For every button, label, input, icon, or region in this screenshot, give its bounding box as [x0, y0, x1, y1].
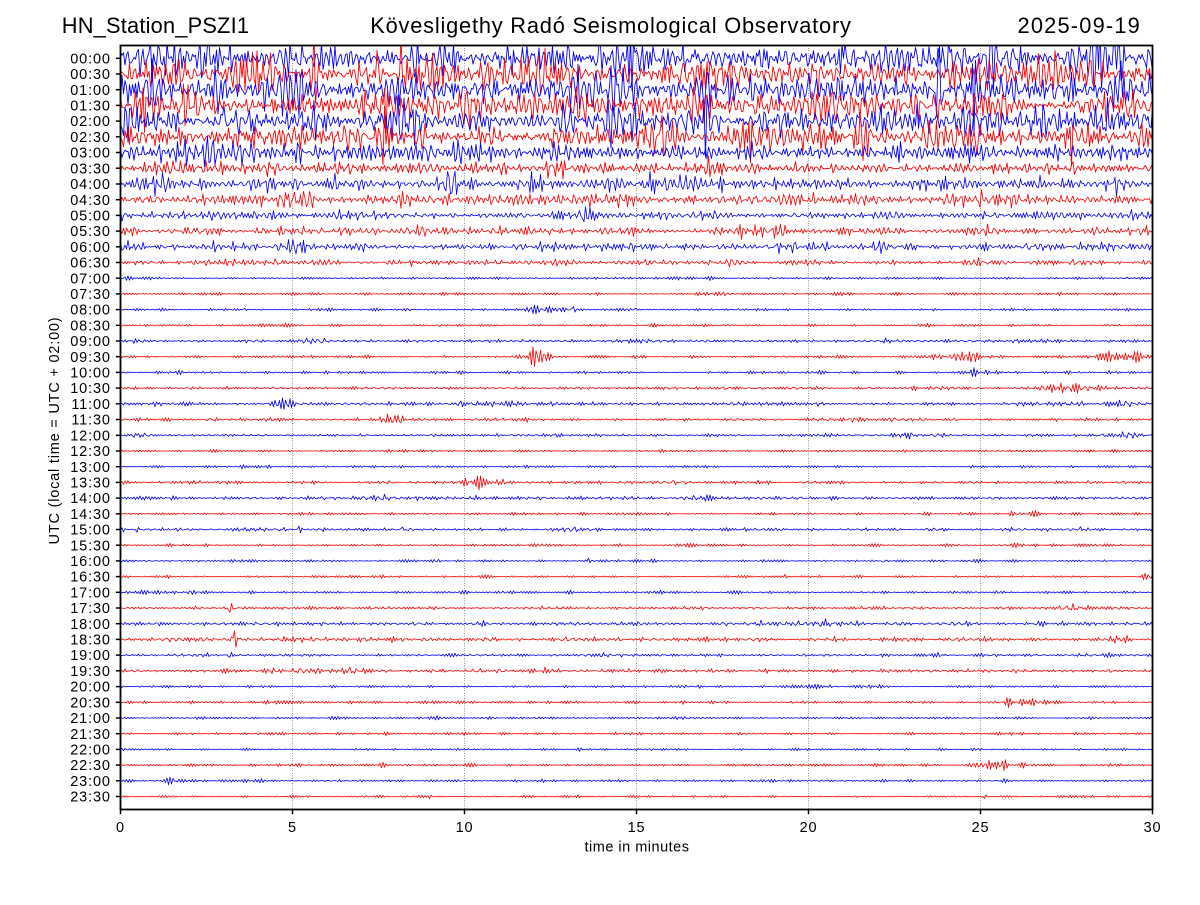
- svg-text:08:30: 08:30: [70, 318, 111, 334]
- svg-text:11:00: 11:00: [71, 397, 110, 413]
- svg-text:11:30: 11:30: [71, 413, 110, 429]
- svg-text:10:30: 10:30: [70, 381, 111, 397]
- svg-text:15: 15: [628, 820, 646, 836]
- svg-text:15:00: 15:00: [70, 523, 111, 539]
- svg-text:20:30: 20:30: [70, 695, 111, 711]
- svg-text:05:00: 05:00: [70, 209, 111, 225]
- svg-text:16:00: 16:00: [70, 554, 111, 570]
- svg-text:02:00: 02:00: [70, 114, 111, 130]
- svg-text:time in minutes: time in minutes: [584, 839, 689, 855]
- svg-text:01:00: 01:00: [70, 83, 111, 99]
- svg-text:19:00: 19:00: [70, 648, 111, 664]
- svg-text:UTC (local time = UTC + 02:00): UTC (local time = UTC + 02:00): [47, 317, 63, 545]
- svg-text:18:00: 18:00: [70, 617, 111, 633]
- svg-text:17:00: 17:00: [70, 585, 111, 601]
- svg-text:06:00: 06:00: [70, 240, 111, 256]
- svg-text:25: 25: [972, 820, 990, 836]
- svg-text:03:00: 03:00: [70, 146, 111, 162]
- svg-text:20: 20: [800, 820, 818, 836]
- svg-text:00:30: 00:30: [70, 67, 111, 83]
- svg-text:5: 5: [288, 820, 297, 836]
- svg-text:21:30: 21:30: [70, 727, 111, 743]
- svg-text:20:00: 20:00: [70, 680, 111, 696]
- svg-text:HN_Station_PSZI1: HN_Station_PSZI1: [62, 13, 249, 38]
- svg-text:12:30: 12:30: [70, 444, 111, 460]
- svg-text:19:30: 19:30: [70, 664, 111, 680]
- svg-text:16:30: 16:30: [70, 570, 111, 586]
- svg-text:00:00: 00:00: [70, 51, 111, 67]
- svg-text:2025-09-19: 2025-09-19: [1018, 13, 1142, 38]
- svg-text:21:00: 21:00: [70, 711, 111, 727]
- svg-text:04:30: 04:30: [70, 193, 111, 209]
- svg-text:10:00: 10:00: [70, 366, 111, 382]
- svg-text:15:30: 15:30: [70, 538, 111, 554]
- svg-text:30: 30: [1144, 820, 1162, 836]
- svg-text:18:30: 18:30: [70, 633, 111, 649]
- svg-text:05:30: 05:30: [70, 224, 111, 240]
- svg-text:08:00: 08:00: [70, 303, 111, 319]
- svg-text:14:30: 14:30: [70, 507, 111, 523]
- svg-text:07:00: 07:00: [70, 271, 111, 287]
- svg-text:23:00: 23:00: [70, 774, 111, 790]
- svg-text:12:00: 12:00: [70, 428, 111, 444]
- svg-text:23:30: 23:30: [70, 790, 111, 806]
- svg-text:13:30: 13:30: [70, 476, 111, 492]
- svg-text:04:00: 04:00: [70, 177, 111, 193]
- svg-text:03:30: 03:30: [70, 161, 111, 177]
- svg-text:09:30: 09:30: [70, 350, 111, 366]
- svg-text:13:00: 13:00: [70, 460, 111, 476]
- svg-text:17:30: 17:30: [70, 601, 111, 617]
- svg-text:09:00: 09:00: [70, 334, 111, 350]
- svg-text:22:00: 22:00: [70, 743, 111, 759]
- svg-text:22:30: 22:30: [70, 758, 111, 774]
- svg-text:01:30: 01:30: [70, 99, 111, 115]
- svg-text:02:30: 02:30: [70, 130, 111, 146]
- svg-text:10: 10: [456, 820, 474, 836]
- svg-text:07:30: 07:30: [70, 287, 111, 303]
- svg-text:06:30: 06:30: [70, 256, 111, 272]
- svg-text:0: 0: [116, 820, 125, 836]
- svg-text:14:00: 14:00: [70, 491, 111, 507]
- svg-text:Kövesligethy Radó Seismologica: Kövesligethy Radó Seismological Observat…: [370, 13, 851, 38]
